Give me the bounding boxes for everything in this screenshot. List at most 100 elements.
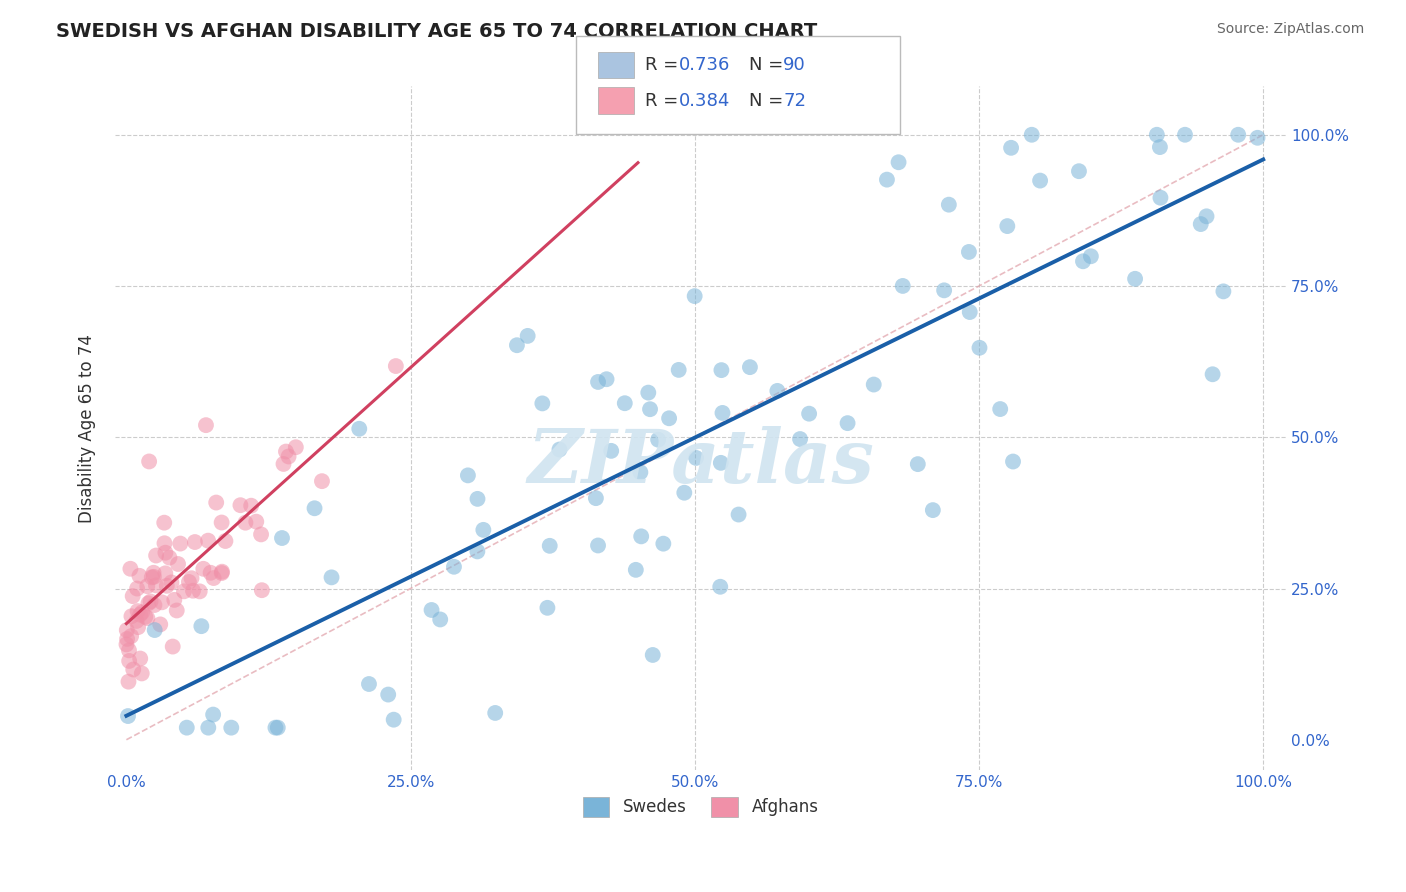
Point [797,407,820,421]
Point [536,600,558,615]
Point [516,329,538,343]
Point [1002,454,1025,468]
Point [1212,285,1234,299]
Point [876,172,898,186]
Point [988,402,1011,417]
Text: Source: ZipAtlas.com: Source: ZipAtlas.com [1216,22,1364,37]
Point [143,623,166,637]
Point [138,454,160,468]
Point [155,546,177,560]
Point [349,422,371,436]
Text: R =: R = [645,56,685,74]
Point [202,707,225,722]
Point [194,418,217,433]
Point [211,516,233,530]
Point [1123,272,1146,286]
Point [484,706,506,720]
Point [472,523,495,537]
Text: R =: R = [645,92,685,110]
Point [219,721,242,735]
Point [934,283,956,297]
Point [177,574,200,589]
Point [600,443,623,458]
Point [443,559,465,574]
Point [377,688,399,702]
Point [921,503,943,517]
Point [131,666,153,681]
Point [115,637,138,651]
Point [120,629,142,643]
Point [156,579,179,593]
Text: N =: N = [749,92,789,110]
Point [683,289,706,303]
Point [727,508,749,522]
Point [887,155,910,169]
Point [264,721,287,735]
Point [1080,249,1102,263]
Text: 72: 72 [783,92,806,110]
Text: 0.736: 0.736 [679,56,731,74]
Point [628,465,651,479]
Point [709,580,731,594]
Point [789,432,811,446]
Point [467,544,489,558]
Point [1149,191,1171,205]
Point [118,654,141,668]
Text: ZIPatlas: ZIPatlas [527,426,875,499]
Point [467,491,489,506]
Point [235,516,257,530]
Point [176,721,198,735]
Point [548,442,571,457]
Point [710,363,733,377]
Point [173,584,195,599]
Point [613,396,636,410]
Point [115,623,138,637]
Point [385,359,408,373]
Point [382,713,405,727]
Point [1071,254,1094,268]
Point [284,440,307,454]
Point [1246,130,1268,145]
Text: SWEDISH VS AFGHAN DISABILITY AGE 65 TO 74 CORRELATION CHART: SWEDISH VS AFGHAN DISABILITY AGE 65 TO 7… [56,22,817,41]
Point [506,338,529,352]
Point [641,648,664,662]
Point [188,584,211,599]
Point [180,571,202,585]
Point [121,589,143,603]
Point [274,444,297,458]
Point [420,603,443,617]
Point [197,721,219,735]
Point [181,583,204,598]
Point [969,341,991,355]
Point [652,536,675,550]
Text: 0.384: 0.384 [679,92,731,110]
Point [1195,210,1218,224]
Point [638,402,661,417]
Point [1146,128,1168,142]
Point [159,550,181,565]
Point [167,557,190,571]
Point [150,595,173,609]
Point [271,531,294,545]
Point [145,578,167,592]
Point [586,539,609,553]
Point [250,527,273,541]
Point [214,534,236,549]
Point [630,529,652,543]
Point [457,468,479,483]
Point [304,501,326,516]
Point [202,571,225,585]
Point [1021,128,1043,142]
Point [1067,164,1090,178]
Point [907,457,929,471]
Point [1174,128,1197,142]
Point [117,674,139,689]
Point [531,396,554,410]
Point [862,377,884,392]
Point [155,566,177,581]
Point [142,566,165,580]
Point [685,450,707,465]
Point [1201,368,1223,382]
Point [267,721,290,735]
Point [711,406,734,420]
